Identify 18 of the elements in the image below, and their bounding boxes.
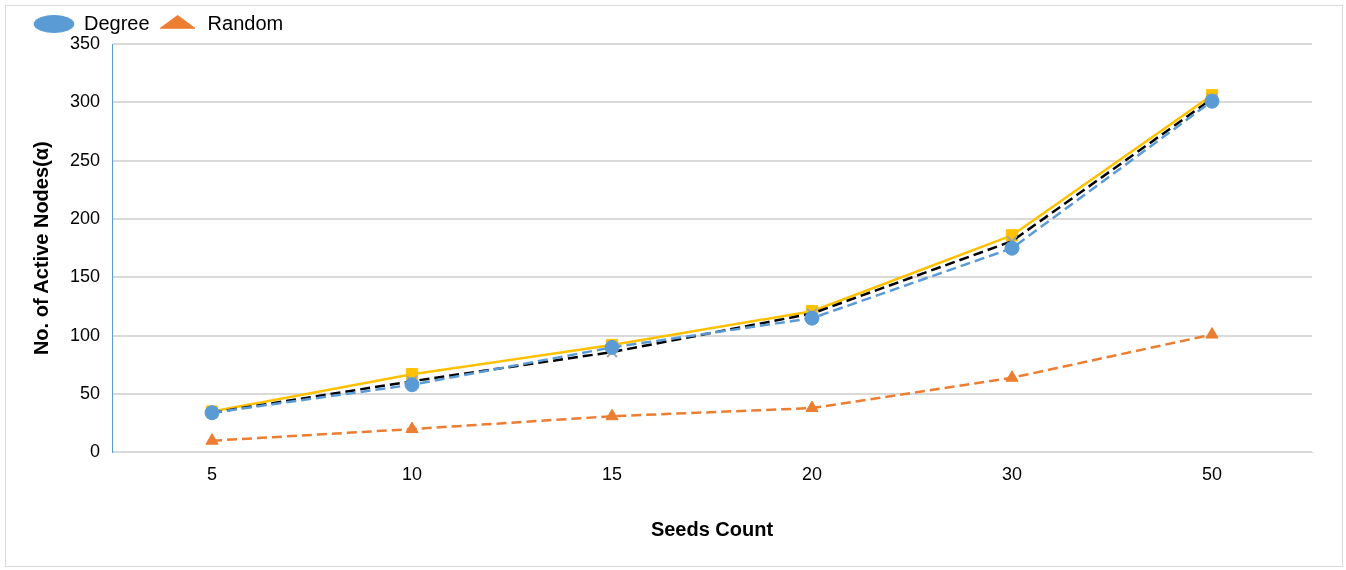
x-tick-label: 5 <box>207 464 218 485</box>
x-tick-label: 50 <box>1201 464 1223 485</box>
x-tick-label: 10 <box>402 464 423 485</box>
x-tick-label: 20 <box>802 464 823 485</box>
y-tick-label: 200 <box>69 208 101 228</box>
y-tick-label: 50 <box>80 383 101 404</box>
y-tick-label: 250 <box>69 149 101 170</box>
legend-label: Random <box>207 11 284 34</box>
y-tick-label: 350 <box>69 32 101 53</box>
y-tick-label: 0 <box>90 441 101 462</box>
x-tick-label: 30 <box>1001 464 1023 485</box>
y-tick-label: 150 <box>69 266 101 287</box>
legend-label: Degree <box>84 11 150 34</box>
y-tick-label: 300 <box>69 91 101 112</box>
x-tick-label: 15 <box>602 464 623 485</box>
x-axis-title: Seeds Count <box>650 517 774 540</box>
y-axis-title: No. of Active Nodes(α) <box>29 141 52 356</box>
y-tick-label: 100 <box>69 324 101 345</box>
